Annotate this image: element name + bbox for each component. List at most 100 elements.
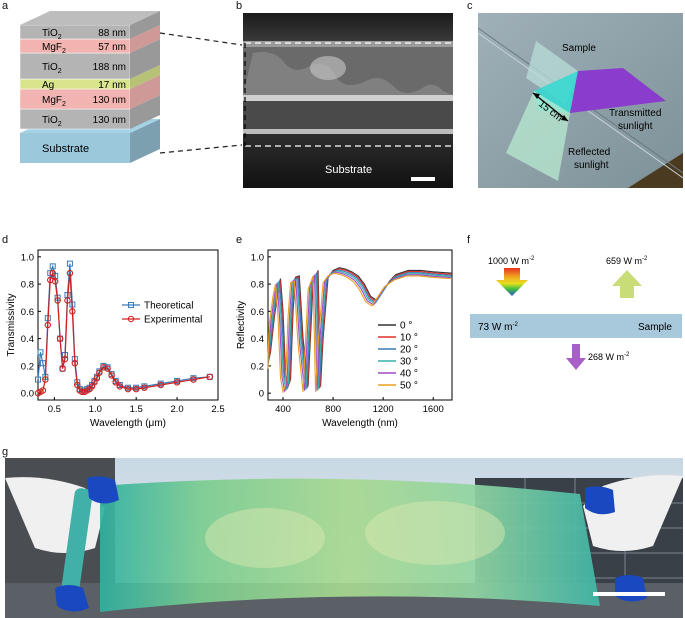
y-tick-label: 0.6 [21,307,34,318]
legend-marker [128,302,134,308]
glove-left-bottom [55,585,89,612]
legend-marker [127,315,135,323]
data-point [74,381,81,389]
substrate-label: Substrate [42,143,89,155]
layer-side [130,11,160,39]
energy-balance-diagram: 1000 W m-2 659 W m-2 73 W m-2 Sample 268… [470,256,682,370]
x-axis-label: Wavelength (nm) [322,418,398,429]
layer-thickness-label: 88 nm [98,28,126,39]
transmitted-arrow [566,344,586,370]
transmissivity-chart: 0.0 0.2 0.4 0.6 0.8 1.0 0.5 1.0 1.5 2.0 2.5 Wavelen… [6,249,225,429]
panel-label-d: d [2,234,9,246]
data-point [61,355,69,363]
reflected-light-patch [506,91,570,181]
sem-cross-section: Substrate [243,13,453,188]
y-tick-label: 0.8 [251,280,264,291]
layer-thickness-label: 57 nm [98,42,126,53]
series-line [267,270,452,392]
transmitted-flux-label: 268 W m-2 [588,352,630,362]
incident-sunlight-arrow [496,268,528,296]
data-point [49,263,56,270]
glove-left-top [87,476,119,504]
layer-material-label: MgF2 [42,95,66,108]
y-tick-label: 0 [259,389,264,400]
legend-label: 50 ° [400,381,418,392]
transmitted-label-2: sunlight [618,121,653,132]
y-tick-label: 0.4 [21,334,34,345]
data-point [37,349,44,356]
x-tick-label: 800 [325,404,341,415]
x-tick-label: 1200 [373,404,394,415]
layer-material-label: TiO2 [42,28,62,41]
reflected-label-1: Reflected [568,147,610,158]
reflected-flux-label: 659 W m-2 [606,256,648,266]
layer-thickness-label: 130 nm [93,95,126,106]
data-point [69,308,76,315]
legend-label: 10 ° [400,333,418,344]
series-line [267,272,451,394]
plot-frame [267,249,453,401]
panel-label-c: c [467,0,473,12]
film-sheet [100,478,600,612]
data-point [141,384,148,391]
data-point [39,360,46,367]
data-point [104,365,111,372]
data-point [66,269,74,277]
transmitted-label-1: Transmitted [609,108,661,119]
data-point [116,383,124,390]
data-point [49,269,56,277]
y-axis-label: Reflectivity [236,301,247,349]
sample-slab [470,314,682,338]
y-tick-label: 0.8 [21,280,34,291]
data-point [100,364,107,371]
layer-material-label: MgF2 [42,42,66,55]
legend-label: 0 ° [400,321,412,332]
reflectivity-chart: 0 0.2 0.4 0.6 0.8 1.0 400 800 1200 1600 Wavelength… [236,249,453,429]
data-point [66,260,73,267]
data-point [157,381,164,389]
layer-side [130,95,160,129]
layer-stack-diagram: Substrate TiO2 130 nm MgF2 130 nm Ag 17 nm TiO2… [20,11,243,163]
layer-material-label: Ag [42,80,54,91]
sample-label: Sample [562,43,596,54]
x-tick-label: 0.5 [48,404,61,415]
photo-scale-bar [593,592,665,596]
panel-label-g: g [2,446,9,458]
layer-thickness-label: 188 nm [93,62,126,73]
data-point [112,379,119,386]
legend-label: 40 ° [400,369,418,380]
data-point [59,365,66,372]
data-point [51,278,59,285]
y-tick-label: 0.2 [21,361,34,372]
data-point [64,297,71,304]
y-axis-label: Transmissivity [6,294,17,357]
data-point [108,372,115,379]
data-point [39,387,47,394]
data-point [44,321,52,329]
legend-label: Experimental [144,315,202,326]
panel-label-e: e [236,234,243,246]
x-tick-label: 1.0 [89,404,102,415]
layer-thickness-label: 130 nm [93,115,126,126]
incident-flux-label: 1000 W m-2 [488,256,535,266]
layer-side [130,75,160,109]
data-point [71,359,79,367]
layer-material-label: TiO2 [42,62,62,75]
legend-label: 30 ° [400,357,418,368]
layer-side [130,25,160,53]
panel-label-b: b [236,0,243,12]
glove-right-bottom [615,575,647,602]
layer-material-label: TiO2 [42,115,62,128]
x-tick-label: 400 [275,404,291,415]
x-axis-label: Wavelength (μm) [90,418,166,429]
x-tick-label: 2.0 [170,404,183,415]
series-line-experimental [37,271,210,394]
legend-label: 20 ° [400,345,418,356]
data-point [206,373,214,381]
data-point [56,335,64,342]
substrate-side [130,119,160,163]
y-tick-label: 0.0 [21,389,34,400]
layer-side [130,65,160,89]
y-tick-label: 0.4 [251,334,264,345]
panel-label-f: f [467,234,471,246]
